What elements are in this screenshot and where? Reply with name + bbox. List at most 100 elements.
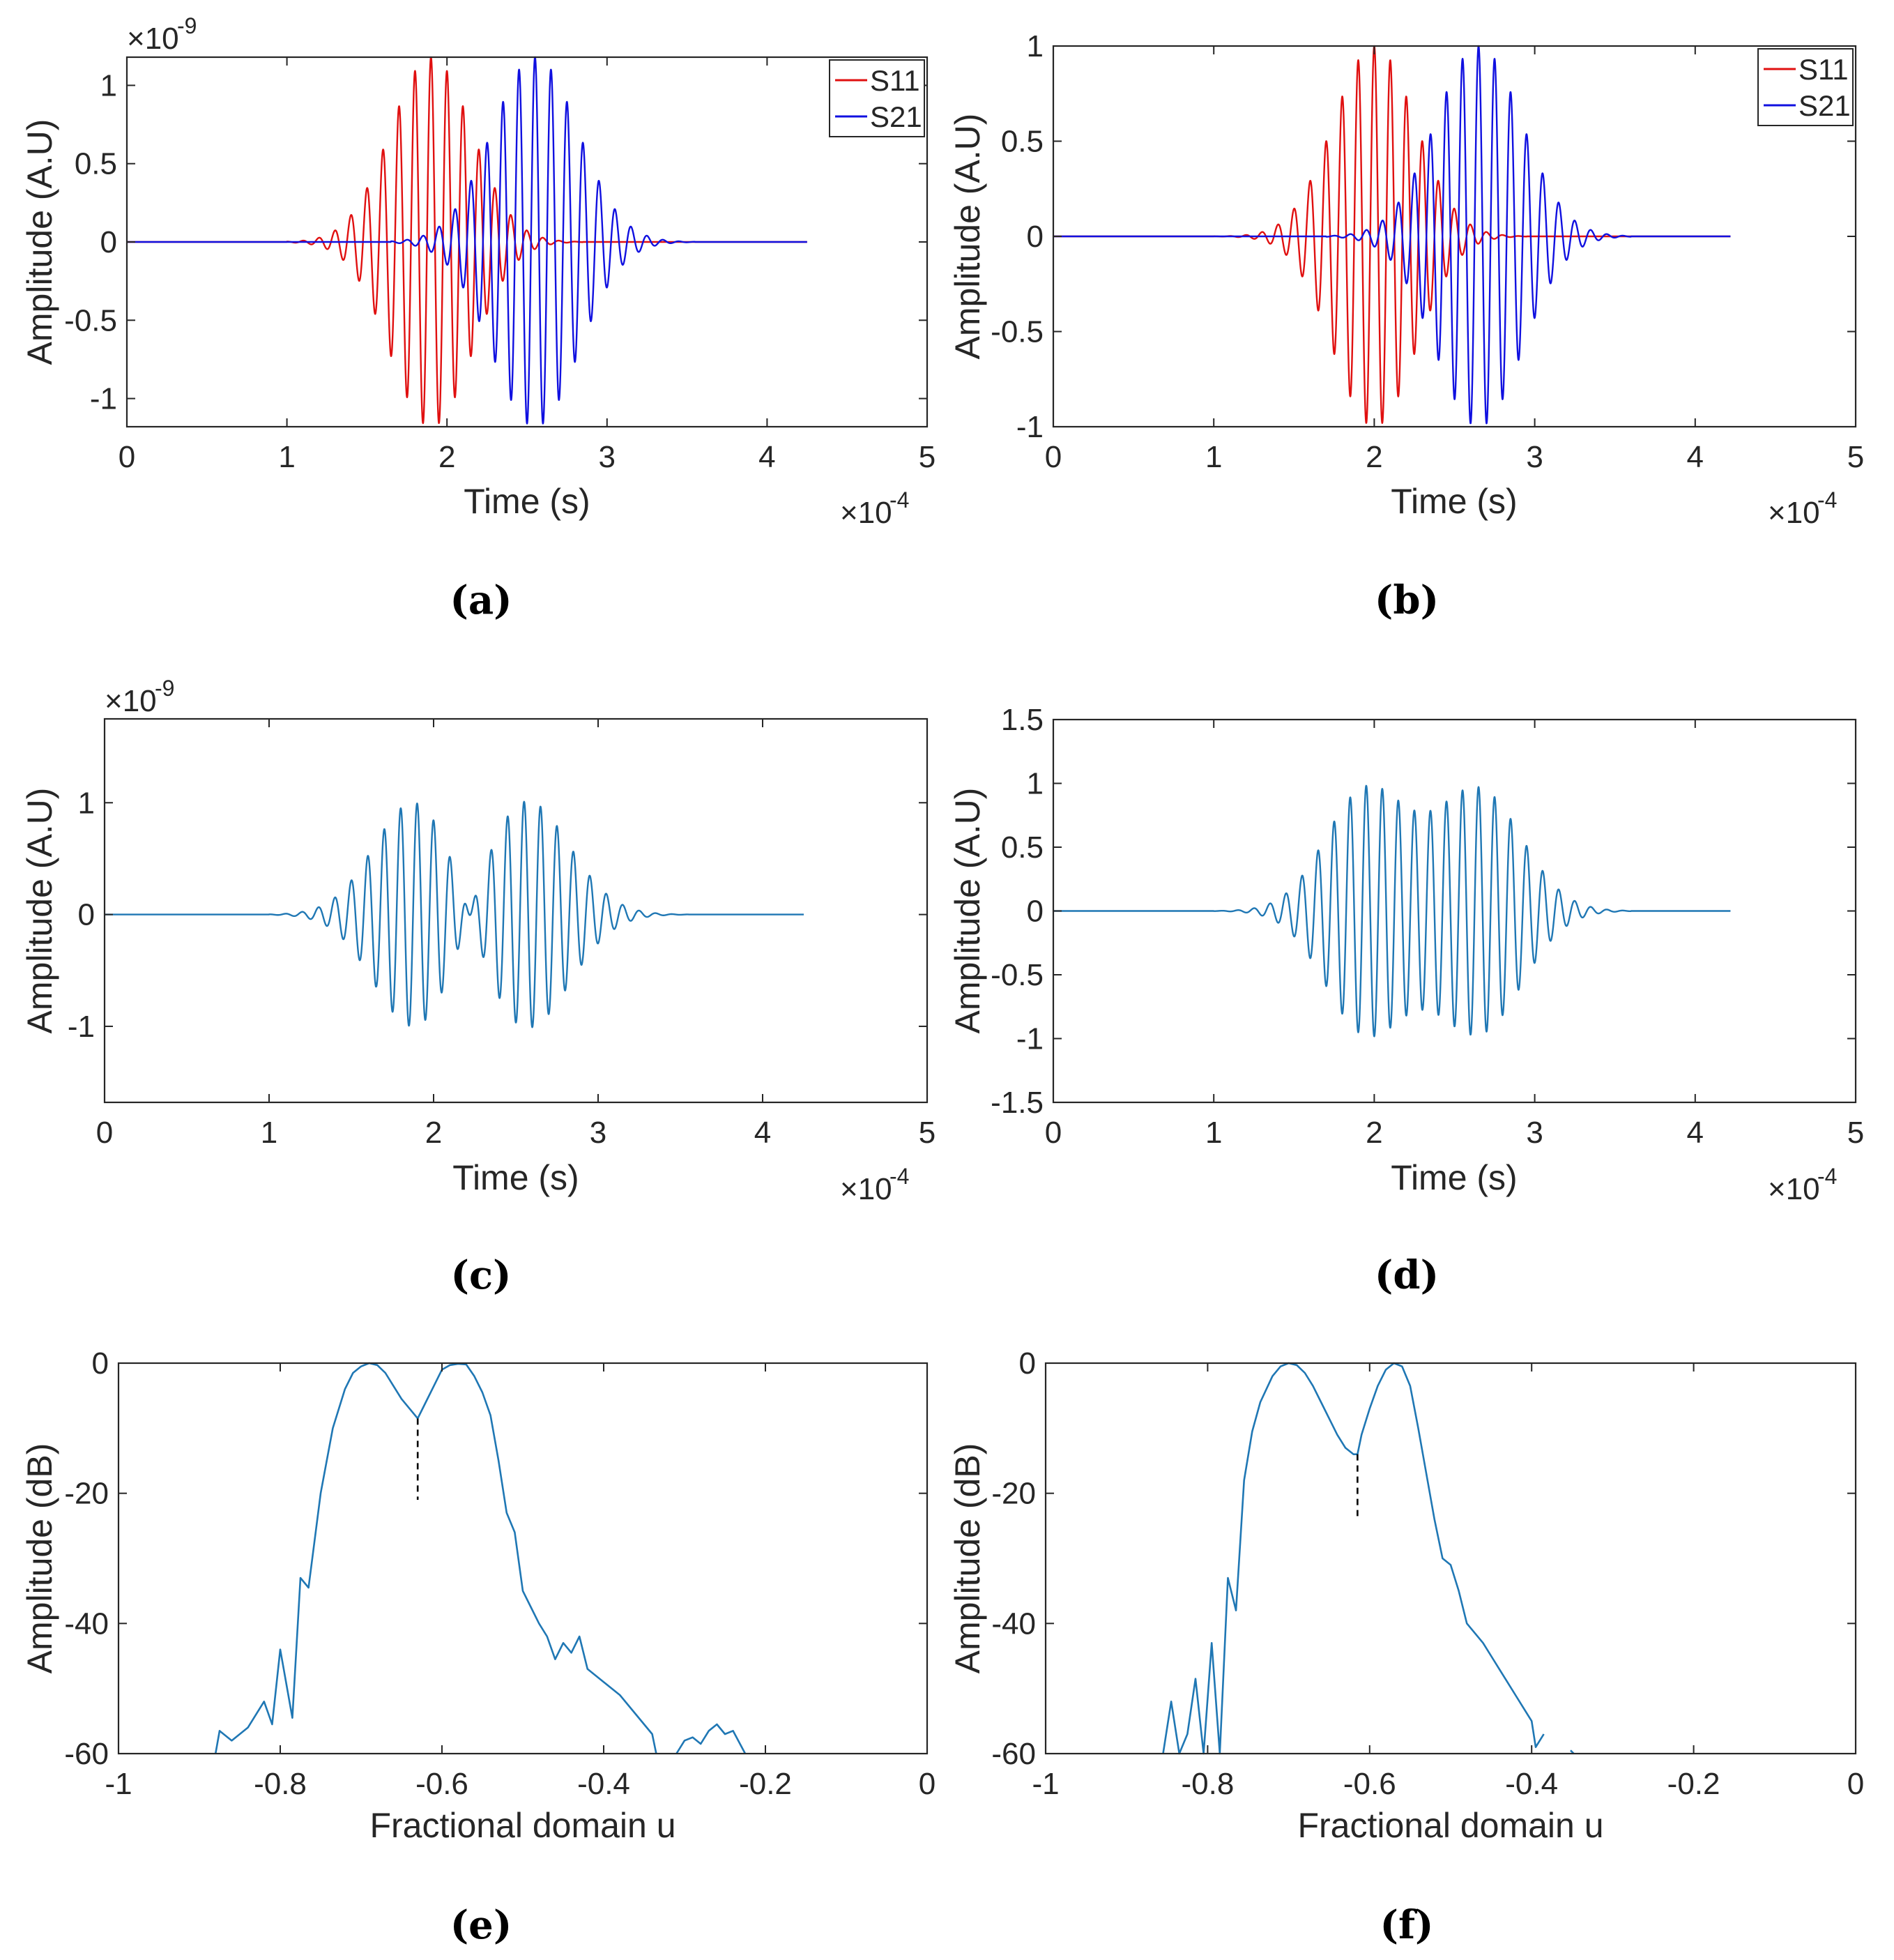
ytick-label-a-3: 0.5 — [75, 147, 117, 181]
ytick-label-d-0: -1.5 — [991, 1086, 1044, 1120]
svg-text:-9: -9 — [155, 676, 174, 701]
svg-text:×10: ×10 — [840, 496, 892, 530]
xtick-label-c-3: 3 — [590, 1116, 606, 1150]
xtick-label-b-3: 3 — [1526, 440, 1543, 474]
axes-a-yticks: -1 -0.5 0 0.5 1 — [64, 68, 927, 416]
series-b-s21 — [1053, 45, 1732, 425]
xtick-label-b-2: 2 — [1366, 440, 1382, 474]
xtick-label-f-4: -0.2 — [1667, 1767, 1720, 1801]
x-axis-label-d: Time (s) — [1391, 1158, 1517, 1197]
panel-f: -1 -0.8 -0.6 -0.4 -0.2 0 -60 -40 -20 0 Fractiona… — [948, 1346, 1864, 1948]
ytick-label-a-0: -1 — [90, 382, 117, 416]
ytick-label-d-5: 1 — [1027, 767, 1044, 801]
series-d-s11-s21 — [1053, 784, 1732, 1038]
xtick-label-e-2: -0.6 — [415, 1767, 468, 1801]
axes-e-yticks: -60 -40 -20 0 — [64, 1346, 927, 1771]
ytick-label-d-6: 1.5 — [1001, 703, 1044, 737]
panel-e: -1 -0.8 -0.6 -0.4 -0.2 0 -60 -40 -20 0 Fractiona… — [20, 1346, 935, 1948]
xtick-label-a-0: 0 — [119, 440, 135, 474]
panel-b: 0 1 2 3 4 5 -1 -0.5 0 0.5 1 Time (s) Amplitude (A… — [948, 29, 1864, 623]
svg-text:-4: -4 — [889, 487, 909, 512]
plot-a-series — [126, 56, 808, 425]
plot-b-series — [1053, 45, 1732, 425]
xtick-label-a-5: 5 — [919, 440, 935, 474]
ytick-label-a-4: 1 — [100, 68, 117, 102]
axes-c-yticks: -1 0 1 — [68, 786, 927, 1044]
svg-text:-9: -9 — [177, 13, 197, 38]
x-exponent-b: ×10 -4 — [1768, 487, 1837, 530]
axes-b-xticks: 0 1 2 3 4 5 — [1045, 46, 1864, 474]
series-a-s21 — [126, 56, 808, 425]
xtick-label-c-2: 2 — [425, 1116, 442, 1150]
svg-text:×10: ×10 — [1768, 1172, 1820, 1206]
y-exponent-c: ×10 -9 — [105, 676, 174, 718]
ytick-label-d-2: -0.5 — [991, 958, 1044, 992]
ytick-label-c-0: -1 — [68, 1010, 95, 1044]
plot-c-series — [104, 800, 804, 1028]
xtick-label-e-1: -0.8 — [254, 1767, 307, 1801]
svg-text:×10: ×10 — [127, 22, 179, 56]
ytick-label-d-4: 0.5 — [1001, 830, 1044, 865]
axes-e — [117, 1362, 929, 1755]
ytick-label-e-0: -60 — [64, 1737, 109, 1771]
xtick-label-f-2: -0.6 — [1343, 1767, 1396, 1801]
axes-d-yticks: -1.5 -1 -0.5 0 0.5 1 1.5 — [991, 703, 1856, 1120]
ytick-label-b-2: 0 — [1027, 220, 1044, 254]
ytick-label-c-2: 1 — [78, 786, 95, 820]
xtick-label-e-3: -0.4 — [577, 1767, 630, 1801]
xtick-label-f-1: -0.8 — [1181, 1767, 1234, 1801]
ytick-label-a-1: -0.5 — [64, 303, 117, 337]
xtick-label-a-3: 3 — [599, 440, 616, 474]
caption-f: (f) — [1380, 1902, 1433, 1948]
svg-text:-4: -4 — [889, 1164, 909, 1189]
ytick-label-f-0: -60 — [991, 1737, 1036, 1771]
axes-d-xticks: 0 1 2 3 4 5 — [1045, 720, 1864, 1150]
panel-a: 0 1 2 3 4 5 -1 -0.5 0 0.5 1 Time (s) Amplitude (A… — [20, 13, 935, 623]
y-exponent-a: ×10 -9 — [127, 13, 197, 56]
xtick-label-c-0: 0 — [96, 1116, 113, 1150]
xtick-label-a-2: 2 — [438, 440, 455, 474]
caption-c: (c) — [450, 1252, 511, 1298]
xtick-label-a-1: 1 — [278, 440, 295, 474]
ytick-label-e-1: -40 — [64, 1606, 109, 1641]
xtick-label-d-5: 5 — [1847, 1116, 1864, 1150]
svg-text:-4: -4 — [1817, 1164, 1837, 1189]
xtick-label-e-0: -1 — [105, 1767, 132, 1801]
y-axis-label-c: Amplitude (A.U) — [20, 788, 59, 1034]
xtick-label-c-4: 4 — [754, 1116, 771, 1150]
xtick-label-d-1: 1 — [1205, 1116, 1222, 1150]
axes-f — [1044, 1362, 1857, 1755]
legend-a-s21: S21 — [870, 100, 922, 133]
panel-c: 0 1 2 3 4 5 -1 0 1 Time (s) Amplitude (A.U) ×10… — [20, 676, 935, 1298]
ytick-label-f-1: -40 — [991, 1606, 1036, 1641]
axes-a-xticks: 0 1 2 3 4 5 — [119, 57, 935, 474]
caption-b: (b) — [1375, 577, 1439, 623]
xtick-label-d-2: 2 — [1366, 1116, 1382, 1150]
ytick-label-b-3: 0.5 — [1001, 125, 1044, 159]
ytick-label-f-2: -20 — [991, 1477, 1036, 1511]
xtick-label-b-4: 4 — [1687, 440, 1704, 474]
ytick-label-e-2: -20 — [64, 1477, 109, 1511]
x-exponent-c: ×10 -4 — [840, 1164, 909, 1206]
ytick-label-a-2: 0 — [100, 225, 117, 259]
axes-e-xticks: -1 -0.8 -0.6 -0.4 -0.2 0 — [105, 1363, 935, 1801]
axes-c — [103, 717, 929, 1104]
series-c-s11-s21 — [104, 800, 804, 1028]
y-axis-label-a: Amplitude (A.U) — [20, 119, 59, 365]
plot-d-series — [1053, 784, 1732, 1038]
xtick-label-f-5: 0 — [1847, 1767, 1864, 1801]
ytick-label-d-3: 0 — [1027, 895, 1044, 929]
xtick-label-b-0: 0 — [1045, 440, 1062, 474]
ytick-label-b-4: 1 — [1027, 29, 1044, 63]
ytick-label-f-3: 0 — [1019, 1346, 1036, 1381]
panel-d: 0 1 2 3 4 5 -1.5 -1 -0.5 0 0.5 1 1.5 Time (s) Ampli… — [948, 703, 1864, 1298]
xtick-label-f-0: -1 — [1032, 1767, 1059, 1801]
xtick-label-b-5: 5 — [1847, 440, 1864, 474]
y-axis-label-d: Amplitude (A.U) — [948, 788, 987, 1034]
x-axis-label-b: Time (s) — [1391, 482, 1517, 521]
legend-b-s11: S11 — [1798, 53, 1849, 86]
series-e-frft-spectrum-tail — [675, 1723, 747, 1754]
legend-a-s11: S11 — [870, 64, 920, 97]
axes-b-yticks: -1 -0.5 0 0.5 1 — [991, 29, 1856, 444]
